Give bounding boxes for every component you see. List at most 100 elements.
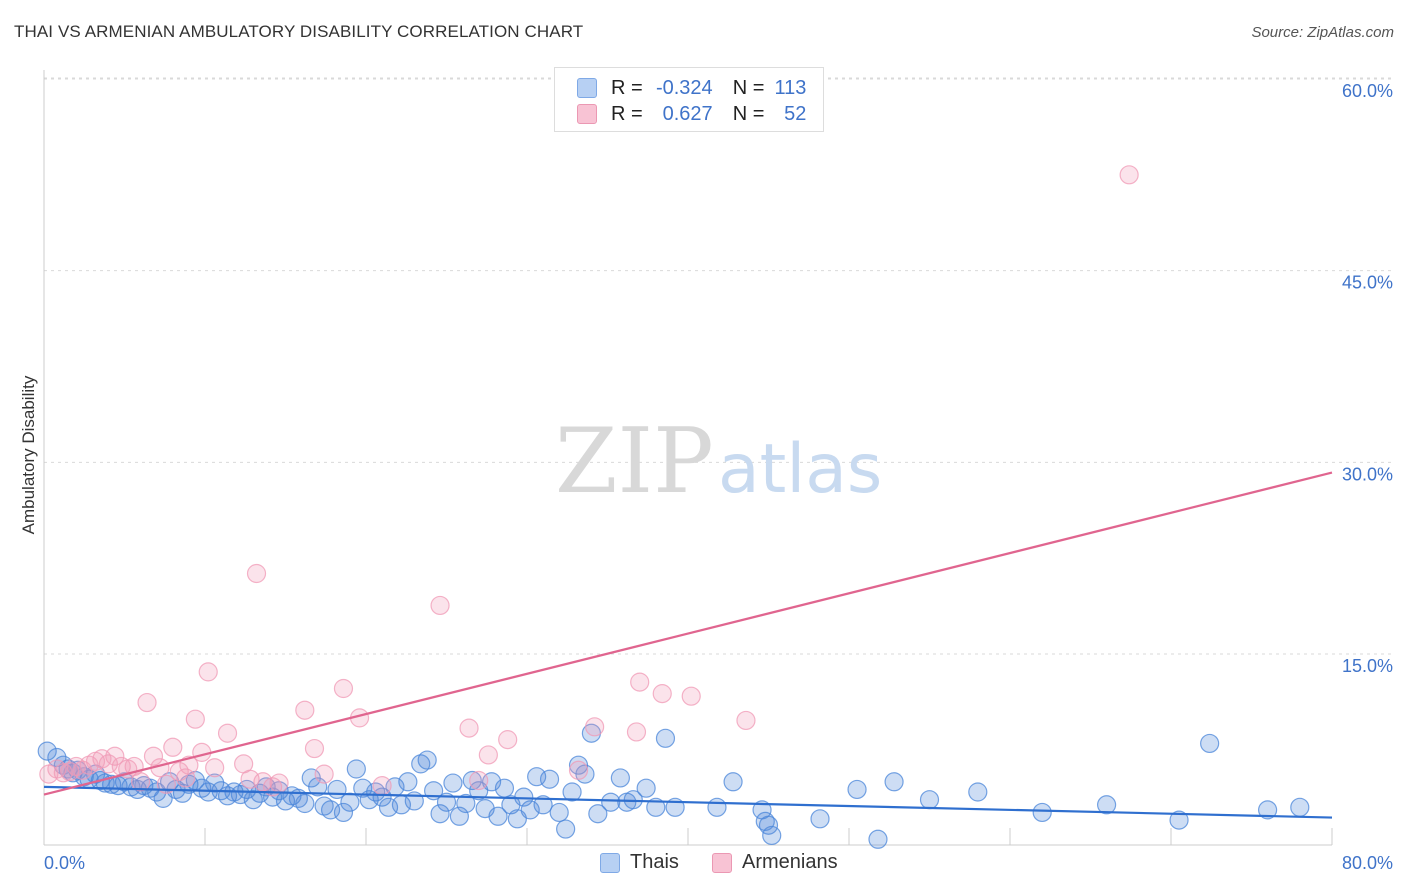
armenians-point bbox=[469, 770, 489, 791]
thais-point bbox=[488, 806, 508, 826]
thais-point bbox=[456, 793, 476, 814]
thais-point bbox=[1169, 810, 1189, 830]
thais-point bbox=[346, 759, 366, 779]
thais-point bbox=[847, 779, 867, 800]
armenians-point bbox=[205, 758, 225, 778]
thais-point bbox=[1096, 795, 1117, 815]
y-tick-label: 15.0% bbox=[1342, 656, 1393, 676]
armenians-point bbox=[568, 760, 589, 780]
armenians-points bbox=[39, 165, 1139, 797]
thais-point bbox=[333, 802, 354, 823]
thais-point bbox=[646, 797, 666, 817]
chart-title: THAI VS ARMENIAN AMBULATORY DISABILITY C… bbox=[14, 22, 584, 41]
thais-point bbox=[810, 809, 830, 829]
armenians-point bbox=[430, 595, 450, 616]
thais-point bbox=[707, 797, 727, 817]
r-label: R = bbox=[611, 76, 643, 99]
watermark: ZIP atlas bbox=[555, 409, 882, 514]
thais-swatch bbox=[600, 852, 620, 873]
thais-point bbox=[549, 802, 569, 823]
thais-point bbox=[398, 772, 418, 792]
armenians-swatch bbox=[712, 852, 732, 873]
thais-trend-line bbox=[43, 785, 1333, 819]
thais-point bbox=[37, 741, 57, 761]
trend-lines bbox=[43, 471, 1333, 819]
armenians-point bbox=[478, 745, 498, 765]
armenians-point bbox=[314, 764, 334, 784]
armenians-point bbox=[304, 738, 325, 759]
thais-label: Thais bbox=[630, 851, 679, 873]
thais-point bbox=[1257, 800, 1278, 820]
thais-point bbox=[556, 819, 576, 839]
armenians-point bbox=[630, 672, 650, 692]
armenians-point bbox=[163, 737, 183, 757]
thais-point bbox=[1032, 802, 1052, 823]
r-label: R = bbox=[611, 102, 643, 125]
legend-row-thais: R = -0.324 N = 113 bbox=[577, 75, 806, 101]
y-axis-title: Ambulatory Disability bbox=[19, 375, 38, 534]
gridlines bbox=[44, 77, 1392, 655]
thais-point bbox=[520, 800, 540, 820]
thais-point bbox=[340, 792, 360, 812]
armenians-point bbox=[105, 746, 125, 766]
thais-point bbox=[443, 773, 463, 793]
watermark-zip: ZIP bbox=[555, 409, 714, 514]
armenians-point bbox=[176, 768, 196, 788]
thais-point bbox=[588, 804, 608, 824]
armenians-point bbox=[269, 773, 289, 793]
armenians-trend-line bbox=[43, 471, 1333, 796]
armenians-label: Armenians bbox=[742, 851, 838, 873]
armenians-point bbox=[192, 742, 212, 762]
thais-point bbox=[655, 728, 676, 748]
thais-points bbox=[37, 723, 1310, 849]
r-value: 0.627 bbox=[662, 102, 713, 125]
thais-point bbox=[601, 792, 621, 812]
thais-point bbox=[1290, 797, 1310, 817]
n-label: N = bbox=[732, 102, 765, 125]
armenians-point bbox=[372, 776, 392, 796]
thais-point bbox=[636, 778, 656, 798]
armenians-point bbox=[652, 684, 672, 704]
armenians-point bbox=[185, 709, 205, 729]
legend-row-armenians: R = 0.627 N = 52 bbox=[577, 101, 806, 127]
armenians-point bbox=[333, 678, 354, 699]
tick-labels: 15.0% 30.0% 45.0% 60.0% 0.0% 80.0% bbox=[44, 81, 1393, 873]
thais-point bbox=[230, 784, 251, 805]
armenians-point bbox=[253, 772, 273, 792]
armenians-point bbox=[137, 692, 157, 713]
thais-point bbox=[205, 773, 225, 793]
thais-point bbox=[372, 787, 392, 807]
correlation-legend: R = -0.324 N = 113 R = 0.627 N = 52 bbox=[554, 67, 824, 132]
armenians-point bbox=[459, 718, 479, 738]
thais-point bbox=[723, 772, 743, 792]
r-value: -0.324 bbox=[655, 76, 713, 99]
source-label: Source: ZipAtlas.com bbox=[1251, 24, 1394, 41]
armenians-point bbox=[736, 710, 756, 731]
thais-point bbox=[758, 815, 779, 835]
n-value: 52 bbox=[784, 102, 807, 125]
thais-point bbox=[295, 793, 315, 814]
armenians-point bbox=[681, 686, 701, 706]
thais-point bbox=[762, 825, 782, 846]
armenians-point bbox=[143, 746, 164, 766]
armenians-point bbox=[498, 730, 518, 750]
armenians-point bbox=[585, 717, 605, 737]
y-tick-label: 45.0% bbox=[1342, 273, 1393, 293]
armenians-point bbox=[217, 723, 238, 743]
legend-item-thais: Thais bbox=[600, 851, 679, 874]
axes bbox=[43, 70, 1333, 846]
watermark-atlas: atlas bbox=[718, 430, 882, 509]
legend-item-armenians: Armenians bbox=[712, 851, 838, 874]
y-tick-label: 30.0% bbox=[1342, 464, 1393, 484]
thais-point bbox=[430, 804, 450, 824]
thais-point bbox=[610, 768, 630, 788]
thais-point bbox=[868, 829, 888, 849]
armenians-point bbox=[131, 772, 151, 792]
armenians-point bbox=[198, 662, 218, 682]
n-label: N = bbox=[732, 76, 765, 99]
thais-point bbox=[919, 790, 940, 810]
thais-point bbox=[533, 795, 553, 815]
thais-swatch bbox=[577, 78, 597, 98]
armenians-point bbox=[179, 755, 199, 775]
